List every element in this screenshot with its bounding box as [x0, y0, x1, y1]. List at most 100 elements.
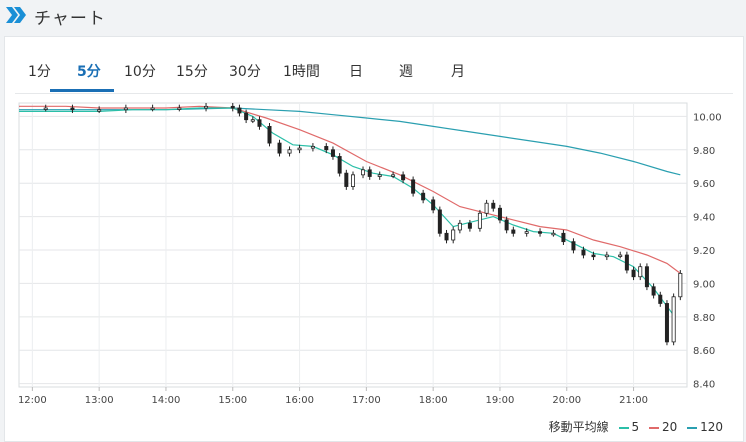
candle-body: [624, 254, 629, 271]
candle-body: [664, 303, 669, 343]
y-tick-label: 8.80: [693, 313, 715, 324]
candle-body: [250, 119, 255, 122]
candle-body: [70, 107, 75, 111]
candle-body: [524, 231, 529, 234]
candle-body: [237, 107, 242, 114]
candle-body: [267, 125, 272, 144]
candle-body: [644, 266, 649, 288]
candle-body: [150, 107, 155, 110]
tab-week[interactable]: 週: [399, 64, 413, 80]
candle-body: [561, 232, 566, 243]
tab-5min[interactable]: 5分: [77, 64, 101, 80]
tab-10min[interactable]: 10分: [124, 64, 156, 80]
candle-body: [204, 105, 209, 109]
x-tick-label: 17:00: [352, 395, 381, 406]
candle-body: [671, 296, 676, 343]
candle-body: [551, 232, 556, 236]
candle-body: [287, 149, 292, 154]
candle-body: [467, 222, 472, 229]
x-tick-label: 14:00: [152, 395, 181, 406]
y-tick-label: 9.80: [693, 146, 715, 157]
candle-body: [651, 286, 656, 296]
candle-body: [324, 146, 329, 151]
candle-body: [310, 146, 315, 149]
candle-body: [571, 241, 576, 251]
candle-body: [451, 229, 456, 241]
candle-body: [477, 212, 482, 229]
candle-body: [618, 254, 623, 257]
candle-body: [631, 269, 636, 278]
x-tick-label: 20:00: [552, 395, 581, 406]
candle-body: [123, 107, 128, 111]
tab-1min[interactable]: 1分: [28, 64, 51, 80]
candle-body: [177, 107, 182, 110]
candle-body: [361, 169, 366, 176]
candle-body: [257, 119, 262, 127]
ma20-line: [19, 105, 681, 274]
y-tick-label: 10.00: [693, 112, 722, 123]
candle-body: [350, 174, 355, 187]
y-tick-label: 9.00: [693, 279, 715, 290]
candle-body: [484, 202, 489, 214]
candle-body: [511, 229, 516, 234]
legend-ma5: 5: [618, 420, 639, 434]
candle-body: [431, 199, 436, 211]
candle-body: [377, 174, 382, 177]
candle-body: [538, 231, 543, 234]
y-tick-label: 8.40: [693, 380, 715, 391]
candle-body: [591, 254, 596, 258]
candle-body: [678, 272, 683, 298]
tab-month[interactable]: 月: [451, 64, 465, 80]
candle-body: [497, 207, 502, 221]
candle-body: [604, 254, 609, 258]
x-tick-label: 13:00: [85, 395, 114, 406]
candle-body: [297, 147, 302, 151]
header-bar: チャート: [0, 0, 746, 30]
candle-body: [444, 232, 449, 241]
candle-body: [391, 174, 396, 177]
candle-body: [658, 294, 663, 304]
x-tick-label: 15:00: [218, 395, 247, 406]
moving-average-legend: 移動平均線 5 20 120: [543, 418, 723, 435]
price-chart[interactable]: 10.00 9.80 9.60 9.40 9.20 9.00 8.80 8.60 8.40 12:…: [5, 37, 743, 441]
candle-body: [638, 266, 643, 278]
active-tab-indicator: [50, 89, 114, 92]
legend-title: 移動平均線: [548, 420, 609, 434]
candle-body: [421, 192, 426, 201]
y-tick-label: 8.60: [693, 346, 715, 357]
tab-30min[interactable]: 30分: [229, 64, 261, 80]
y-tick-label: 9.20: [693, 246, 715, 257]
candle-body: [330, 149, 335, 157]
x-tick-label: 18:00: [419, 395, 448, 406]
ma5-line: [19, 107, 675, 316]
x-tick-label: 21:00: [619, 395, 648, 406]
candle-body: [437, 209, 442, 234]
candle-body: [244, 112, 249, 121]
x-tick-label: 19:00: [486, 395, 515, 406]
candle-body: [367, 169, 372, 177]
x-tick-label: 12:00: [18, 395, 47, 406]
candle-body: [411, 179, 416, 194]
candle-body: [401, 174, 406, 181]
candle-body: [97, 109, 102, 112]
tab-day[interactable]: 日: [349, 64, 363, 80]
candle-body: [277, 142, 282, 154]
candle-body: [491, 202, 496, 209]
tab-1hour[interactable]: 1時間: [283, 64, 320, 80]
candle-body: [43, 107, 48, 110]
double-chevron-icon: [6, 7, 26, 23]
tab-15min[interactable]: 15分: [176, 64, 208, 80]
chart-panel: 1分 5分 10分 15分 30分 1時間 日 週 月 10.00 9.80 9.6…: [4, 36, 744, 442]
candle-body: [457, 222, 462, 231]
y-tick-label: 9.60: [693, 179, 715, 190]
x-tick-label: 16:00: [285, 395, 314, 406]
candle-body: [230, 105, 235, 109]
candle-body: [337, 156, 342, 174]
legend-ma120: 120: [687, 420, 723, 434]
candle-body: [581, 249, 586, 256]
plot-frame: [18, 102, 688, 388]
candle-body: [504, 219, 509, 231]
y-tick-label: 9.40: [693, 213, 715, 224]
candle-body: [344, 172, 349, 187]
